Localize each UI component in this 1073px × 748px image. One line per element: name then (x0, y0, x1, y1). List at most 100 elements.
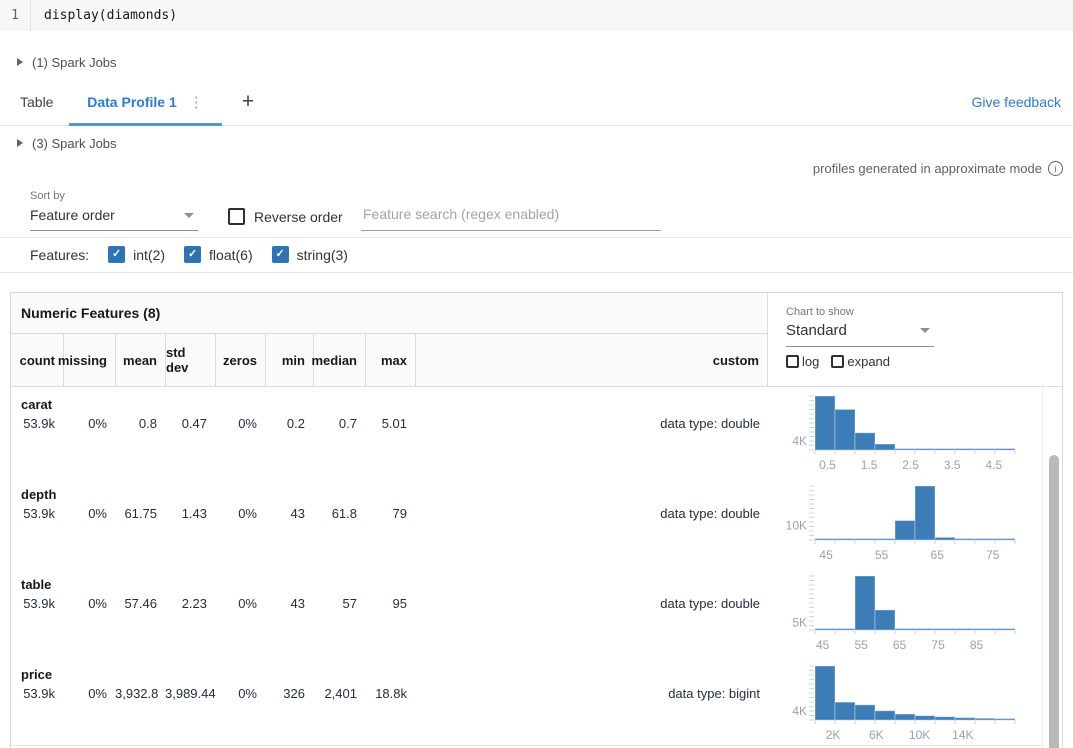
feature-filter-label: float(6) (209, 247, 253, 263)
stat-value: 2,401 (313, 685, 365, 703)
stat-value: 326 (265, 685, 313, 703)
spark-jobs-toggle-inner[interactable]: (3) Spark Jobs (17, 135, 117, 151)
histogram-bar[interactable] (835, 539, 855, 540)
histogram-bar[interactable] (895, 449, 915, 450)
add-tab-button[interactable]: + (236, 79, 260, 125)
histogram-bar[interactable] (895, 521, 915, 540)
stat-value: 57 (313, 595, 365, 613)
stat-value: 3,989.44 (165, 685, 215, 703)
chart-type-select[interactable]: Standard (786, 322, 934, 347)
feature-filter[interactable]: ✓int(2) (108, 246, 165, 263)
tab-table[interactable]: Table (20, 79, 53, 125)
x-axis-label: 2K (826, 728, 841, 742)
kebab-menu-icon[interactable]: ⋮ (189, 95, 204, 110)
histogram-bar[interactable] (855, 705, 875, 720)
stat-value: 53.9k (11, 595, 63, 613)
stat-value: 0.8 (115, 415, 165, 433)
stat-value: data type: double (415, 595, 768, 613)
line-number: 1 (0, 0, 31, 31)
scrollbar-thumb[interactable] (1049, 455, 1059, 748)
feature-filter[interactable]: ✓string(3) (272, 246, 348, 263)
histogram-bar[interactable] (955, 539, 975, 540)
code-cell[interactable]: 1 display(diamonds) (0, 0, 1073, 31)
column-header: median (313, 334, 365, 386)
histogram-bar[interactable] (915, 716, 935, 720)
tab-data-profile[interactable]: Data Profile 1 ⋮ (69, 79, 222, 125)
histogram-bar[interactable] (895, 629, 915, 630)
histogram-bar[interactable] (835, 409, 855, 450)
stat-value: data type: double (415, 415, 768, 433)
histogram-bar[interactable] (915, 629, 935, 630)
stat-value: 61.75 (115, 505, 165, 523)
checkbox-checked-icon: ✓ (108, 246, 125, 263)
feature-stats: 53.9k0%3,932.83,989.440%3262,40118.8kdat… (11, 685, 768, 703)
histogram-bar[interactable] (815, 396, 835, 450)
histogram-bar[interactable] (895, 714, 915, 720)
feature-histogram[interactable]: 4K2K6K10K14K (775, 660, 1025, 748)
histogram-bar[interactable] (995, 719, 1015, 720)
histogram-bar[interactable] (975, 449, 995, 450)
histogram-bar[interactable] (835, 702, 855, 720)
histogram-bar[interactable] (875, 610, 895, 630)
sort-by-select[interactable]: Feature order (30, 207, 198, 231)
feature-histogram[interactable]: 4K0.51.52.53.54.5 (775, 390, 1025, 481)
x-axis-label: 75 (986, 548, 1000, 562)
column-header: missing (63, 334, 115, 386)
histogram-bar[interactable] (975, 539, 995, 540)
histogram-bar[interactable] (935, 449, 955, 450)
histogram-bar[interactable] (935, 629, 955, 630)
histogram-bar[interactable] (815, 539, 835, 540)
expand-checkbox[interactable]: expand (831, 354, 890, 369)
x-axis-label: 75 (931, 638, 945, 652)
feature-filter[interactable]: ✓ float(6) (184, 246, 253, 263)
stat-value: data type: bigint (415, 685, 768, 703)
x-axis-label: 85 (970, 638, 984, 652)
histogram-bar[interactable] (995, 449, 1015, 450)
feature-histogram[interactable]: 10K45556575 (775, 480, 1025, 571)
divider (11, 745, 1042, 746)
chart-option-checkboxes: log expand (786, 354, 890, 369)
histogram-bar[interactable] (975, 629, 995, 630)
histogram-bar[interactable] (855, 539, 875, 540)
histogram-bar[interactable] (815, 666, 835, 720)
histogram-bar[interactable] (875, 711, 895, 720)
histogram-bar[interactable] (855, 576, 875, 630)
info-icon[interactable]: i (1048, 161, 1063, 176)
tab-table-label: Table (20, 94, 53, 110)
histogram-bar[interactable] (875, 539, 895, 540)
scrollbar-track[interactable] (1042, 387, 1062, 748)
plus-icon: + (242, 90, 254, 114)
stat-value: 2.23 (165, 595, 215, 613)
histogram-bar[interactable] (995, 539, 1015, 540)
reverse-order-checkbox[interactable]: Reverse order (228, 208, 343, 225)
give-feedback-link[interactable]: Give feedback (972, 79, 1062, 125)
checkbox-checked-icon: ✓ (184, 246, 201, 263)
feature-row: table53.9k0%57.462.230%435795data type: … (11, 570, 1062, 660)
histogram-bar[interactable] (975, 718, 995, 720)
column-header: max (365, 334, 415, 386)
feature-histogram[interactable]: 5K4555657585 (775, 570, 1025, 661)
feature-search-input[interactable] (361, 204, 661, 231)
sort-by-value: Feature order (30, 207, 115, 223)
feature-row: carat53.9k0%0.80.470%0.20.75.01data type… (11, 390, 1062, 480)
stat-value: 53.9k (11, 415, 63, 433)
histogram-bar[interactable] (955, 449, 975, 450)
histogram-bar[interactable] (955, 629, 975, 630)
histogram-bar[interactable] (995, 629, 1015, 630)
histogram-bar[interactable] (935, 717, 955, 720)
histogram-bar[interactable] (955, 718, 975, 720)
histogram-bar[interactable] (935, 537, 955, 540)
histogram-bar[interactable] (875, 444, 895, 450)
stat-value: 61.8 (313, 505, 365, 523)
stat-value: 1.43 (165, 505, 215, 523)
histogram-bar[interactable] (835, 629, 855, 630)
histogram-bar[interactable] (915, 486, 935, 540)
feature-type-filters: Features: ✓int(2)✓float(6)✓string(3) (30, 246, 348, 263)
histogram-bar[interactable] (915, 449, 935, 450)
approx-mode-note: profiles generated in approximate mode i (813, 161, 1063, 176)
log-checkbox[interactable]: log (786, 354, 819, 369)
spark-jobs-toggle-outer[interactable]: (1) Spark Jobs (17, 54, 117, 70)
histogram-bar[interactable] (855, 433, 875, 450)
histogram-bar[interactable] (815, 629, 835, 630)
stat-value: 95 (365, 595, 415, 613)
